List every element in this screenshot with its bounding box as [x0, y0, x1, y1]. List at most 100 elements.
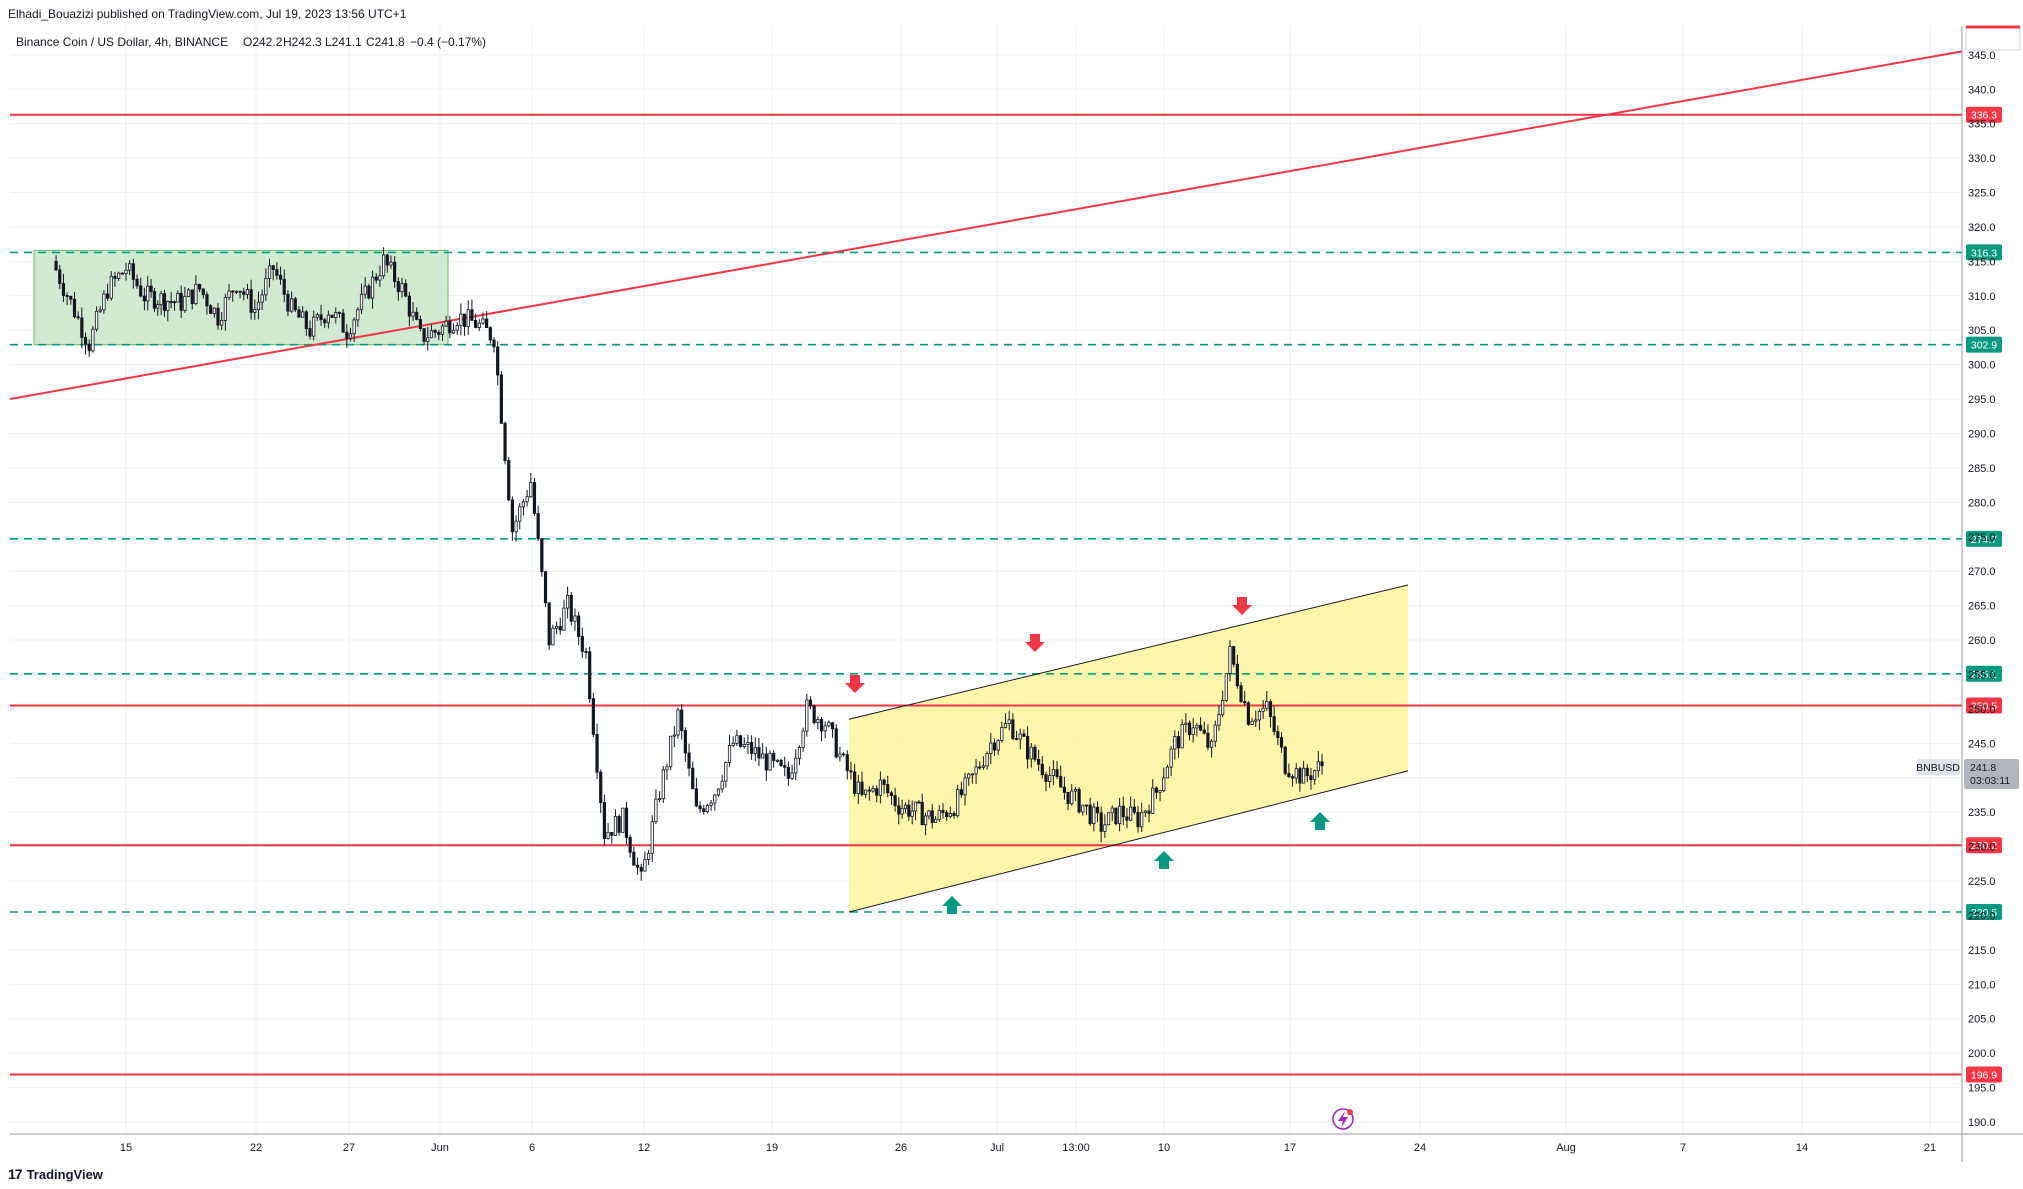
candle-body — [330, 314, 334, 318]
candle-body — [591, 698, 595, 735]
candle-body — [907, 804, 911, 817]
candle-body — [547, 602, 551, 646]
candle-body — [1147, 810, 1151, 814]
tradingview-logo[interactable]: 17 TradingView — [8, 1166, 103, 1182]
candle-body — [492, 339, 496, 348]
trendlines[interactable] — [9, 50, 1963, 913]
channel-lower-line[interactable] — [848, 770, 1409, 913]
y-tick-label: 215.0 — [1968, 945, 1996, 957]
candle-body — [1088, 804, 1092, 824]
candle-body — [970, 773, 975, 776]
candle-body — [761, 753, 765, 759]
x-tick-label: 7 — [1680, 1142, 1686, 1154]
y-tick-label: 210.0 — [1968, 979, 1996, 991]
y-tick-label: 255.0 — [1968, 669, 1996, 681]
candle-body — [871, 788, 875, 792]
y-tick-label: 190.0 — [1968, 1117, 1996, 1129]
x-tick-label: 17 — [1284, 1142, 1296, 1154]
candle-body — [1158, 790, 1162, 793]
candle-body — [124, 269, 128, 274]
long-term-trendline[interactable] — [9, 50, 1963, 401]
candle-body — [1187, 722, 1192, 736]
y-tick-label: 320.0 — [1968, 222, 1996, 234]
candle-body — [190, 289, 194, 305]
candle-body — [1040, 763, 1044, 776]
legend-low: L241.1 — [325, 35, 362, 49]
candle-body — [113, 275, 117, 279]
candle-body — [680, 709, 684, 731]
flash-icon[interactable] — [1332, 1108, 1354, 1130]
candle-body — [286, 293, 290, 312]
candle-body — [162, 293, 167, 311]
candle-body — [197, 283, 202, 290]
candle-body — [569, 594, 573, 622]
candle-body — [345, 331, 349, 339]
candle-body — [1011, 719, 1015, 739]
time-axis[interactable]: 15 22 27 Jun 6 12 19 26 Jul 13:00 10 17 24 Aug 7 14 21 — [120, 1142, 1936, 1154]
price-axis[interactable]: 190.0 195.0 200.0 205.0 210.0 215.0 220.0 225.0… — [1968, 50, 1996, 1129]
candle-body — [1302, 767, 1306, 784]
y-tick-label: 295.0 — [1968, 394, 1996, 406]
candle-body — [1103, 824, 1107, 832]
y-tick-label: 220.0 — [1968, 910, 1996, 922]
level-badge-label: 316.3 — [1971, 247, 1997, 259]
candle-body — [1081, 804, 1085, 813]
candle-body — [1305, 767, 1309, 777]
candle-body — [205, 294, 209, 307]
candle-body — [407, 295, 411, 317]
scale-button[interactable] — [1965, 25, 2021, 51]
candle-body — [1228, 646, 1232, 674]
candle-body — [1151, 787, 1155, 814]
y-tick-label: 265.0 — [1968, 601, 1996, 613]
candle-body — [499, 374, 503, 424]
level-badge — [1966, 244, 2002, 261]
candle-body — [827, 722, 831, 727]
level-badge — [1966, 530, 2002, 547]
candle-body — [510, 499, 515, 533]
candle-body — [823, 725, 827, 732]
candle-body — [790, 772, 794, 779]
candle-body — [1202, 729, 1206, 734]
y-tick-label: 250.0 — [1968, 704, 1996, 716]
candle-body — [1095, 806, 1100, 814]
candle-body — [672, 734, 676, 737]
candle-body — [98, 309, 102, 312]
candle-body — [352, 319, 356, 335]
candle-body — [974, 766, 978, 775]
level-badge-label: 196.9 — [1971, 1069, 1997, 1081]
candle-body — [992, 742, 997, 751]
candle-body — [1232, 646, 1236, 665]
candle-body — [794, 757, 798, 774]
candle-body — [201, 288, 205, 296]
candle-body — [819, 719, 824, 732]
candle-body — [1125, 816, 1129, 821]
candle-body — [400, 283, 404, 293]
horizontal-levels[interactable]: 336.3 316.3 302.9 274.7 255.1 250.5 230.2 220.5… — [10, 106, 2002, 1083]
candle-body — [529, 482, 533, 498]
candle-body — [507, 460, 511, 501]
candle-body — [816, 719, 820, 724]
candle-body — [131, 263, 135, 280]
candle-body — [426, 337, 430, 342]
candle-body — [308, 328, 312, 337]
candle-body — [910, 810, 914, 817]
level-badge — [1966, 904, 2002, 921]
candle-body — [521, 501, 526, 508]
candle-body — [415, 311, 419, 320]
y-tick-label: 305.0 — [1968, 325, 1996, 337]
candle-body — [1217, 714, 1221, 726]
x-tick-label: 26 — [895, 1142, 907, 1154]
candle-body — [812, 705, 816, 724]
candle-body — [142, 295, 146, 302]
candle-body — [220, 319, 224, 326]
candle-body — [418, 319, 423, 329]
x-tick-label: Jun — [431, 1142, 449, 1154]
candle-body — [1044, 774, 1048, 782]
candle-body — [554, 625, 559, 629]
candle-body — [186, 289, 191, 297]
candle-body — [323, 319, 327, 324]
candle-body — [393, 261, 397, 282]
candle-body — [617, 816, 621, 833]
channel-upper-line[interactable] — [848, 584, 1409, 720]
